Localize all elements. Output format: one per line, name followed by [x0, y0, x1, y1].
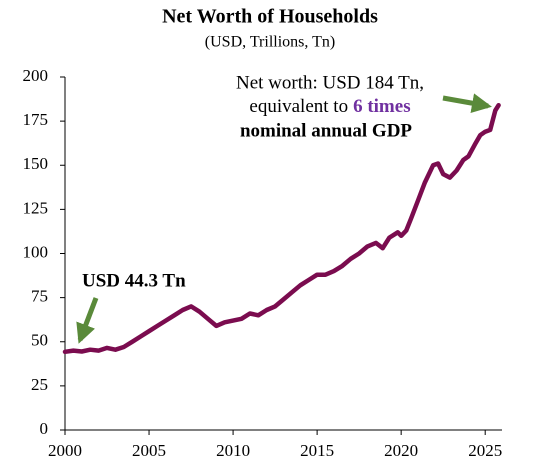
- annotation-peak-1: Net worth: USD 184 Tn,: [236, 72, 424, 93]
- x-tick-label: 2000: [48, 441, 82, 460]
- y-tick-label: 200: [23, 66, 49, 85]
- y-tick-label: 0: [40, 419, 49, 438]
- plot: 0 25 50 75 100 125 150 175 200 2000 2005 2010 2015 20…: [23, 66, 503, 460]
- arrow: [76, 297, 99, 344]
- y-tick-label: 25: [31, 375, 48, 394]
- y-tick-label: 100: [23, 242, 49, 261]
- y-tick-label: 125: [23, 198, 49, 217]
- annotation-peak-2: equivalent to 6 times: [249, 96, 410, 117]
- x-tick-label: 2010: [216, 441, 250, 460]
- x-tick-label: 2020: [384, 441, 418, 460]
- y-tick-label: 150: [23, 154, 49, 173]
- x-tick-label: 2015: [300, 441, 334, 460]
- annotation-start: USD 44.3 Tn: [82, 270, 186, 291]
- arrow: [442, 93, 492, 114]
- y-tick-label: 175: [23, 110, 49, 129]
- chart-title: Net Worth of Households: [162, 6, 378, 28]
- x-tick-label: 2025: [468, 441, 502, 460]
- annotation-text: equivalent to: [249, 96, 348, 117]
- annotation-highlight: 6 times: [353, 96, 411, 117]
- annotation-peak-3: nominal annual GDP: [240, 120, 412, 141]
- y-tick-label: 50: [31, 331, 48, 350]
- chart-subtitle: (USD, Trillions, Tn): [205, 34, 335, 51]
- y-tick-label: 75: [31, 287, 48, 306]
- line: [62, 102, 501, 355]
- x-tick-label: 2005: [132, 441, 166, 460]
